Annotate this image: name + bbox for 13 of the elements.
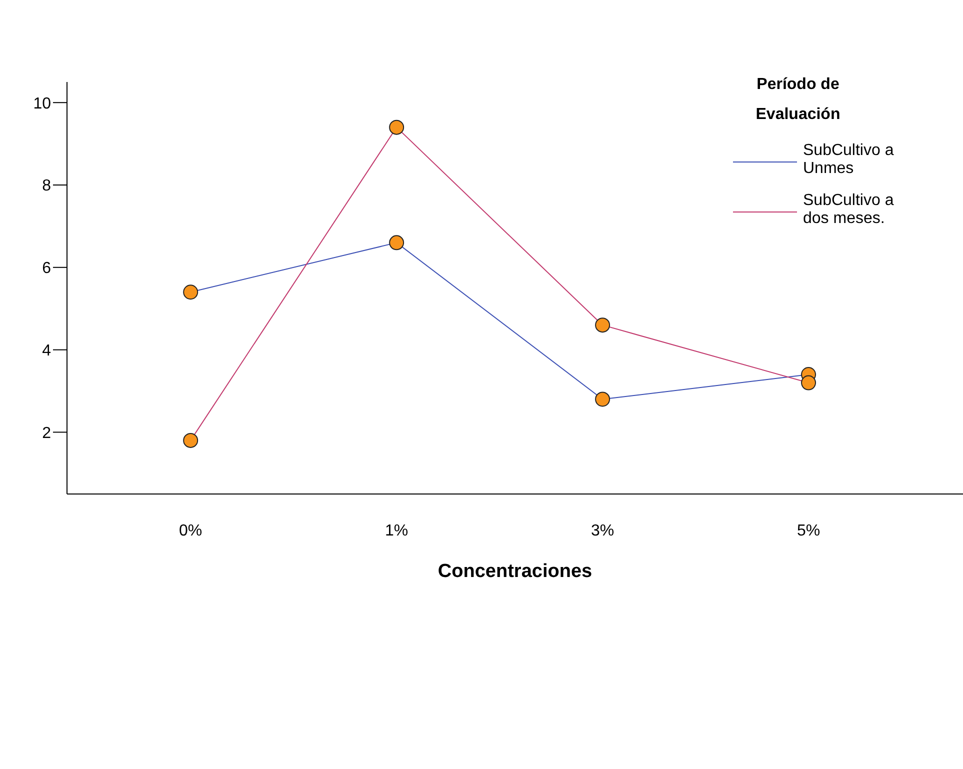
y-tick-label: 6 — [42, 260, 52, 278]
y-tick-label: 2 — [42, 424, 52, 442]
y-tick-label: 8 — [42, 178, 52, 195]
x-tick-label: 0% — [179, 522, 202, 540]
x-axis-title: Concentraciones — [438, 561, 592, 582]
legend-label: SubCultivo a Unmes — [803, 142, 895, 178]
x-tick-label: 1% — [385, 522, 408, 540]
y-tick-label: 4 — [42, 342, 52, 360]
y-tick-label: 10 — [33, 95, 52, 112]
legend-label: SubCultivo a dos meses. — [803, 192, 895, 228]
legend-title: Período de Evaluación — [754, 75, 842, 125]
x-tick-label: 3% — [590, 522, 614, 540]
x-tick-label: 5% — [796, 522, 820, 540]
